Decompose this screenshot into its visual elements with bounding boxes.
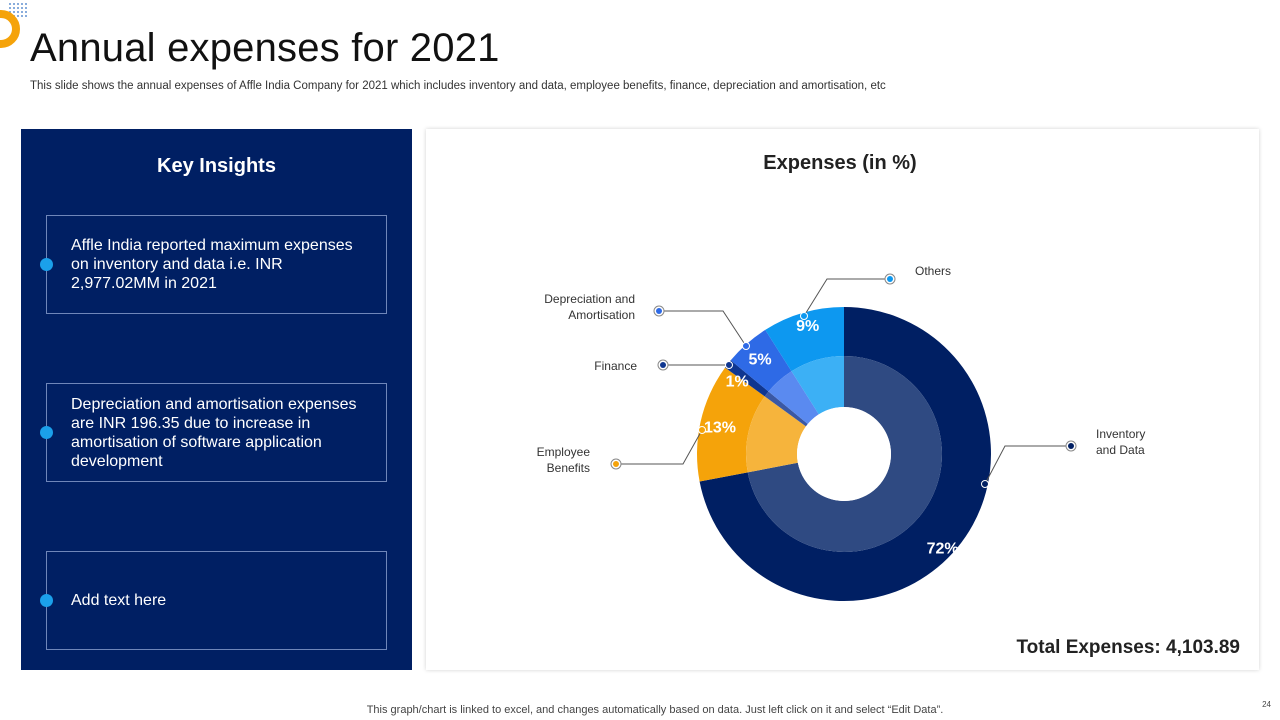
expenses-donut-chart[interactable]: Expenses (in %) 72% 13% 1% 5% 9% Inventory and … bbox=[426, 129, 1259, 670]
category-label-others: Others bbox=[915, 264, 951, 278]
category-label-line: Benefits bbox=[547, 461, 590, 475]
corner-dot-pattern bbox=[8, 2, 28, 18]
slice-outer-inventory-and-data bbox=[699, 307, 992, 601]
leader-start-dot-depreciation-and-amortisation bbox=[742, 342, 750, 350]
key-insights-panel: Key Insights Affle India reported maximu… bbox=[21, 129, 412, 670]
insight-box[interactable]: Depreciation and amortisation expenses a… bbox=[40, 383, 387, 482]
leader-line-others bbox=[803, 278, 890, 317]
slice-inner-others bbox=[791, 356, 844, 415]
category-label-line: Finance bbox=[594, 359, 637, 373]
category-label-line: and Data bbox=[1096, 443, 1145, 457]
leader-end-dot-inventory-and-data bbox=[1068, 443, 1074, 449]
insight-text: Depreciation and amortisation expenses a… bbox=[71, 395, 357, 470]
slice-inner-depreciation-and-amortisation bbox=[768, 371, 819, 425]
leader-end-dot-others bbox=[887, 276, 893, 282]
page-number: 24 bbox=[1262, 700, 1271, 709]
data-label-others: 9% bbox=[796, 318, 819, 335]
leader-line-inventory-and-data bbox=[984, 445, 1071, 485]
bullet-dot-icon bbox=[40, 258, 53, 271]
category-label-line: Inventory bbox=[1096, 427, 1145, 441]
slice-outer-employee-benefits bbox=[697, 367, 765, 482]
bullet-dot-icon bbox=[40, 426, 53, 439]
key-insights-title: Key Insights bbox=[157, 155, 276, 177]
category-label-line: Employee bbox=[537, 445, 591, 459]
leader-start-dot-inventory-and-data bbox=[981, 480, 989, 488]
insight-text: Affle India reported maximum expenses on… bbox=[71, 237, 353, 292]
leader-end-dot-finance bbox=[660, 362, 666, 368]
leader-end-dot-employee-benefits bbox=[613, 461, 619, 467]
leader-start-dot-others bbox=[800, 312, 808, 320]
leader-end-dot-depreciation-and-amortisation bbox=[656, 308, 662, 314]
data-label-employee-benefits: 13% bbox=[704, 420, 736, 437]
leader-line-employee-benefits bbox=[616, 429, 703, 465]
category-label-line: Amortisation bbox=[568, 308, 635, 322]
donut-hole bbox=[797, 407, 891, 501]
data-label-inventory-and-data: 72% bbox=[927, 541, 959, 558]
page-subtitle: This slide shows the annual expenses of … bbox=[30, 80, 886, 92]
bullet-dot-icon bbox=[40, 594, 53, 607]
category-label-finance: Finance bbox=[594, 359, 637, 373]
total-expenses: Total Expenses: 4,103.89 bbox=[1016, 637, 1240, 659]
total-label: Total Expenses: bbox=[1016, 637, 1161, 658]
category-label-line: Others bbox=[915, 264, 951, 278]
chart-title: Expenses (in %) bbox=[763, 152, 916, 174]
footer-note: This graph/chart is linked to excel, and… bbox=[366, 704, 944, 716]
category-label-inventory-and-data: Inventory and Data bbox=[1096, 427, 1145, 457]
chart-panel: Expenses (in %) 72% 13% 1% 5% 9% Inventory and … bbox=[426, 129, 1259, 670]
slice-inner-inventory-and-data bbox=[747, 356, 942, 552]
category-label-depreciation-and-amortisation: Depreciation and Amortisation bbox=[544, 292, 635, 322]
leader-start-dot-finance bbox=[725, 361, 733, 369]
corner-ring-logo bbox=[0, 10, 20, 48]
slice-inner-finance bbox=[764, 391, 808, 427]
category-label-employee-benefits: Employee Benefits bbox=[537, 445, 591, 475]
insight-text: Add text here bbox=[71, 592, 167, 609]
page-title: Annual expenses for 2021 bbox=[30, 26, 500, 70]
insight-box[interactable]: Affle India reported maximum expenses on… bbox=[40, 215, 387, 314]
data-label-finance: 1% bbox=[726, 373, 749, 390]
total-value: 4,103.89 bbox=[1166, 637, 1240, 658]
category-label-line: Depreciation and bbox=[544, 292, 635, 306]
insight-box[interactable]: Add text here bbox=[40, 551, 387, 650]
slice-outer-others bbox=[765, 307, 844, 372]
slice-outer-finance bbox=[725, 360, 769, 397]
leader-start-dot-employee-benefits bbox=[698, 426, 706, 434]
leader-line-depreciation-and-amortisation bbox=[659, 310, 747, 347]
data-label-depreciation-and-amortisation: 5% bbox=[748, 352, 771, 369]
slice-inner-employee-benefits bbox=[746, 396, 806, 473]
